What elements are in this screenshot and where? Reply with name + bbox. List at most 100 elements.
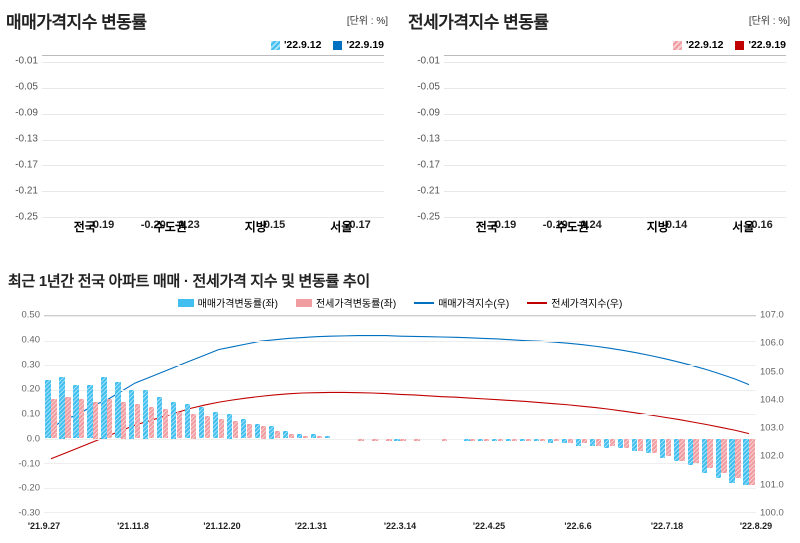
bar (303, 436, 308, 438)
bar (191, 414, 196, 439)
legend-item: '22.9.19 (735, 39, 786, 51)
bar (177, 412, 182, 439)
legend-item: 매매가격지수(우) (414, 295, 509, 310)
bar (129, 390, 134, 439)
bar (674, 439, 679, 461)
legend-label: 매매가격변동률(좌) (198, 295, 278, 310)
x-label: '22.6.6 (564, 521, 591, 531)
bar (394, 439, 399, 441)
x-label: '22.3.14 (384, 521, 416, 531)
bar (199, 407, 204, 439)
bar (506, 439, 511, 441)
bar (568, 439, 573, 444)
bar (73, 385, 78, 439)
bar (149, 407, 154, 439)
bar (135, 404, 140, 438)
legend-swatch (178, 299, 194, 307)
legend-label: '22.9.12 (284, 39, 322, 51)
bar (115, 382, 120, 438)
y-tick: -0.01 (417, 56, 440, 67)
bar (478, 439, 483, 441)
bar (163, 409, 168, 438)
legend-label: '22.9.12 (686, 39, 724, 51)
bar (79, 399, 84, 438)
bar (688, 439, 693, 466)
bar (414, 439, 419, 441)
chart-title: 매매가격지수 변동률 (6, 8, 392, 33)
x-label: 전국 (74, 218, 96, 235)
y-tick: -0.05 (15, 82, 38, 93)
x-label: 지방 (647, 218, 669, 235)
bar (484, 439, 489, 441)
y-tick: -0.01 (15, 56, 38, 67)
y-tick: 106.0 (760, 338, 784, 349)
bar (498, 439, 503, 441)
bar (59, 377, 64, 438)
bar (219, 419, 224, 439)
y-tick: -0.17 (417, 160, 440, 171)
y-tick: -0.20 (18, 483, 40, 494)
x-label: '22.1.31 (295, 521, 327, 531)
legend-label: 전세가격지수(우) (551, 295, 622, 310)
bar (185, 404, 190, 438)
x-label: '22.4.25 (473, 521, 505, 531)
bar (610, 439, 615, 446)
bar (289, 434, 294, 439)
bar (526, 439, 531, 441)
x-label: '22.7.18 (651, 521, 683, 531)
y-tick: 103.0 (760, 423, 784, 434)
y-tick: -0.17 (15, 160, 38, 171)
bar (749, 439, 754, 486)
bar (45, 380, 50, 439)
y-tick: 107.0 (760, 310, 784, 321)
line-series (51, 392, 749, 458)
y-tick: 0.20 (22, 384, 41, 395)
bar (646, 439, 651, 454)
bar (702, 439, 707, 473)
y-tick: -0.10 (18, 458, 40, 469)
legend-item: 전세가격변동률(좌) (296, 295, 396, 310)
bar (101, 377, 106, 438)
bar (143, 390, 148, 439)
bar (707, 439, 712, 468)
y-tick: 100.0 (760, 508, 784, 519)
unit-label: [단위 : %] (749, 12, 790, 27)
y-tick: 0.10 (22, 409, 41, 420)
y-tick: 0.40 (22, 334, 41, 345)
bar (693, 439, 698, 464)
bar (590, 439, 595, 446)
bar (576, 439, 581, 446)
x-label: '21.11.8 (117, 521, 149, 531)
bar (107, 399, 112, 438)
y-tick: -0.13 (15, 134, 38, 145)
bar (520, 439, 525, 441)
unit-label: [단위 : %] (347, 12, 388, 27)
bar (317, 436, 322, 438)
y-tick: 0.50 (22, 310, 41, 321)
y-tick: 105.0 (760, 366, 784, 377)
legend-swatch (527, 302, 547, 304)
jeonse-index-change-chart: 전세가격지수 변동률 [단위 : %] '22.9.12'22.9.19 -0.… (402, 0, 800, 260)
plot-area (44, 315, 756, 513)
bar (93, 402, 98, 439)
bar (51, 399, 56, 438)
legend: '22.9.12'22.9.19 (6, 39, 384, 51)
plot-area: -0.01-0.05-0.09-0.13-0.17-0.21-0.25 -0.1… (42, 55, 392, 235)
bar (624, 439, 629, 449)
bar (65, 397, 70, 439)
bar (735, 439, 740, 478)
bar (261, 426, 266, 438)
legend-swatch (333, 41, 342, 50)
legend-swatch (414, 302, 434, 304)
bar (325, 436, 330, 438)
y-tick: -0.30 (18, 508, 40, 519)
bar (743, 439, 748, 486)
x-label: '22.8.29 (740, 521, 772, 531)
bar (652, 439, 657, 454)
bar (548, 439, 553, 444)
bar (666, 439, 671, 456)
bar (358, 439, 363, 441)
legend-label: 전세가격변동률(좌) (316, 295, 396, 310)
bar (227, 414, 232, 439)
legend-item: '22.9.12 (673, 39, 724, 51)
